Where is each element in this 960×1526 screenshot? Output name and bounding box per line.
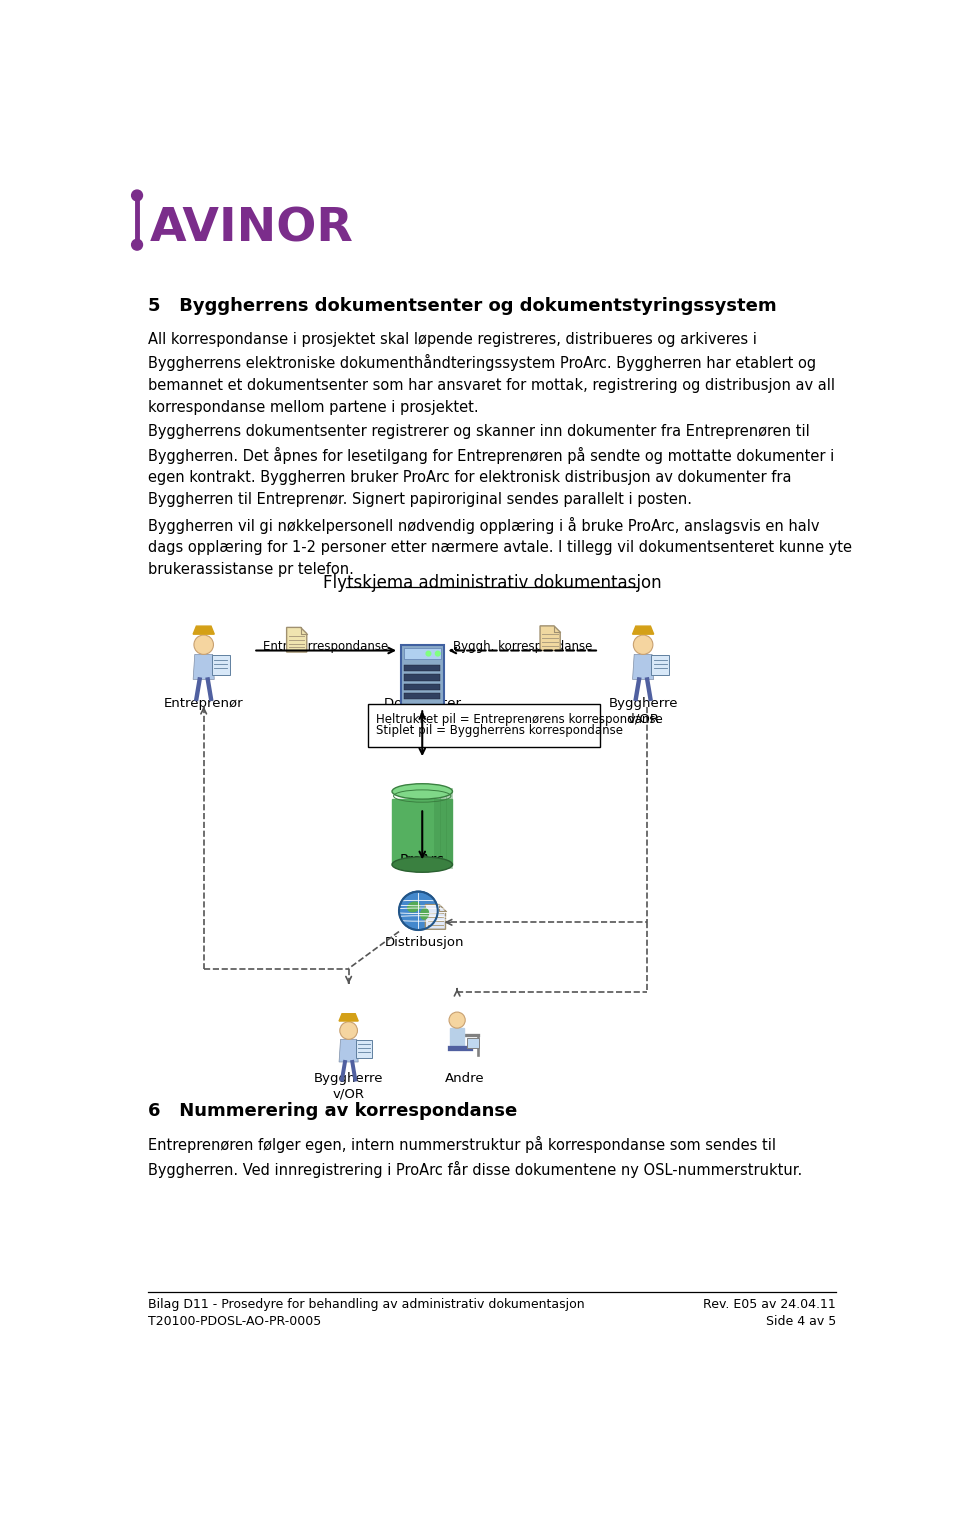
- Polygon shape: [339, 1039, 358, 1062]
- Circle shape: [340, 1022, 357, 1039]
- Bar: [392, 800, 452, 865]
- Polygon shape: [651, 655, 669, 674]
- Text: Stiplet pil = Byggherrens korrespondanse: Stiplet pil = Byggherrens korrespondanse: [375, 723, 623, 737]
- Ellipse shape: [392, 784, 452, 800]
- Polygon shape: [339, 1013, 358, 1021]
- Text: Entr. korrespondanse: Entr. korrespondanse: [263, 639, 388, 653]
- Text: Entreprenør: Entreprenør: [164, 697, 244, 711]
- Polygon shape: [356, 1041, 372, 1058]
- Polygon shape: [193, 626, 214, 635]
- Circle shape: [436, 652, 440, 656]
- Bar: [403, 649, 441, 659]
- Circle shape: [426, 652, 431, 656]
- Text: Heltrukket pil = Entreprenørens korrespondanse: Heltrukket pil = Entreprenørens korrespo…: [375, 713, 662, 726]
- Ellipse shape: [420, 908, 428, 919]
- Text: Flytskjema administrativ dokumentasjon: Flytskjema administrativ dokumentasjon: [323, 574, 661, 592]
- Text: Dok. senter: Dok. senter: [384, 697, 461, 711]
- Ellipse shape: [392, 858, 452, 873]
- Text: Byggherren vil gi nøkkelpersonell nødvendig opplæring i å bruke ProArc, anslagsv: Byggherren vil gi nøkkelpersonell nødven…: [148, 516, 852, 577]
- Polygon shape: [540, 626, 561, 650]
- Text: 6   Nummerering av korrespondanse: 6 Nummerering av korrespondanse: [148, 1102, 517, 1120]
- Circle shape: [449, 1012, 466, 1029]
- Polygon shape: [633, 655, 654, 679]
- Text: Byggherre
v/OR: Byggherre v/OR: [314, 1073, 383, 1100]
- Bar: [396, 705, 447, 711]
- Bar: [404, 674, 440, 681]
- Circle shape: [634, 635, 653, 655]
- Text: Andre: Andre: [445, 1073, 485, 1085]
- Text: Entreprenøren følger egen, intern nummerstruktur på korrespondanse som sendes ti: Entreprenøren følger egen, intern nummer…: [148, 1137, 803, 1178]
- Bar: [404, 665, 440, 671]
- Text: ProArc: ProArc: [400, 853, 444, 867]
- Text: Side 4 av 5: Side 4 av 5: [766, 1315, 836, 1328]
- Bar: [404, 684, 440, 690]
- Polygon shape: [212, 655, 229, 674]
- Text: All korrespondanse i prosjektet skal løpende registreres, distribueres og arkive: All korrespondanse i prosjektet skal løp…: [148, 331, 835, 415]
- Polygon shape: [287, 627, 307, 652]
- Bar: [404, 693, 440, 699]
- Text: Bilag D11 - Prosedyre for behandling av administrativ dokumentasjon: Bilag D11 - Prosedyre for behandling av …: [148, 1299, 585, 1311]
- Text: Byggh. korrespondanse: Byggh. korrespondanse: [453, 639, 592, 653]
- Text: Distribusjon: Distribusjon: [385, 935, 465, 949]
- Circle shape: [399, 891, 438, 929]
- Polygon shape: [425, 905, 445, 929]
- Circle shape: [194, 635, 213, 655]
- Circle shape: [132, 191, 142, 201]
- Circle shape: [132, 240, 142, 250]
- Polygon shape: [450, 1029, 465, 1048]
- Polygon shape: [633, 626, 654, 635]
- FancyBboxPatch shape: [368, 703, 600, 746]
- Text: 5   Byggherrens dokumentsenter og dokumentstyringssystem: 5 Byggherrens dokumentsenter og dokument…: [148, 298, 777, 314]
- Text: Byggherre
v/OR: Byggherre v/OR: [609, 697, 678, 725]
- Text: AVINOR: AVINOR: [150, 206, 353, 252]
- Text: Byggherrens dokumentsenter registrerer og skanner inn dokumenter fra Entreprenør: Byggherrens dokumentsenter registrerer o…: [148, 424, 834, 507]
- Text: Rev. E05 av 24.04.11: Rev. E05 av 24.04.11: [704, 1299, 836, 1311]
- Text: T20100-PDOSL-AO-PR-0005: T20100-PDOSL-AO-PR-0005: [148, 1315, 322, 1328]
- Polygon shape: [193, 655, 214, 679]
- Bar: [400, 645, 444, 705]
- Ellipse shape: [408, 902, 420, 911]
- Bar: [468, 1038, 479, 1048]
